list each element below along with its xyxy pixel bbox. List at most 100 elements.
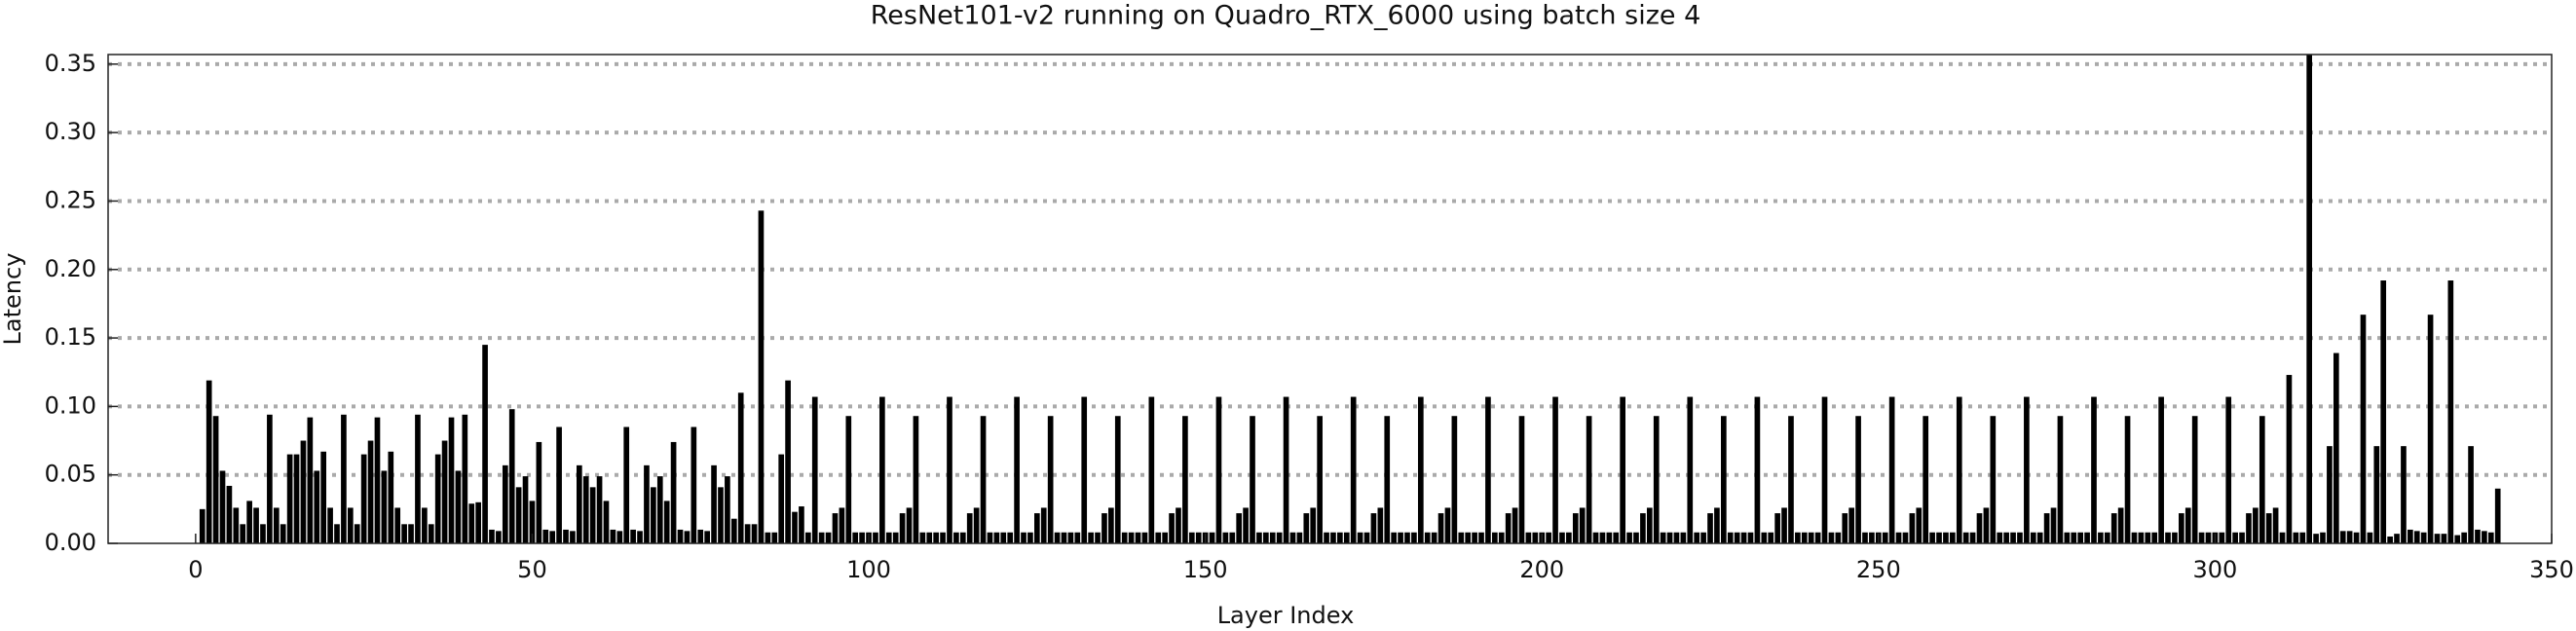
bar [1997,532,2003,543]
bar [515,487,522,543]
bar [489,529,495,543]
bar [1835,532,1842,543]
bar [966,513,973,543]
bar [818,532,825,543]
bar [286,454,293,543]
bar [953,532,959,543]
bar [1343,532,1350,543]
bar [2091,396,2097,543]
bar [980,416,987,543]
bars [199,55,2501,543]
bar [529,501,536,543]
bar [1916,507,1923,543]
bar [1923,416,1929,543]
bar [2057,416,2064,543]
bar [852,532,859,543]
bar [1236,513,1243,543]
bar [2232,532,2238,543]
bar [1929,532,1935,543]
y-tick-label: 0.05 [45,461,96,488]
bar [1121,532,1128,543]
bar [582,476,589,543]
bar [1014,396,1020,543]
bar [1141,532,1148,543]
bar [1169,513,1175,543]
bar [205,380,212,543]
bar [1310,507,1317,543]
bar [2272,507,2279,543]
bar [1768,532,1774,543]
bar [1269,532,1276,543]
y-axis-label: Latency [0,253,26,346]
bar [1795,532,1801,543]
bar [1532,532,1539,543]
bar [2387,536,2393,543]
bar [2333,353,2339,543]
x-tick-label: 150 [1183,556,1228,583]
bar [899,513,906,543]
bar [2036,532,2043,543]
bar [347,507,354,543]
bar [1465,532,1472,543]
bar [2339,531,2346,543]
bar [360,454,367,543]
bar [2373,446,2380,543]
bar [1842,513,1848,543]
bar [1182,416,1188,543]
bar [2293,532,2299,543]
bar [2084,532,2090,543]
y-tick-label: 0.10 [45,391,96,419]
bar [1566,532,1572,543]
bar [1646,507,1653,543]
y-tick-label: 0.15 [45,323,96,351]
bar [758,210,765,543]
bar [1363,532,1370,543]
bar [1074,532,1081,543]
bar [563,529,569,543]
bar [2098,532,2104,543]
bar [1384,416,1391,543]
bar [1620,396,1625,543]
bar [1108,507,1114,543]
bar [1808,532,1814,543]
bar [1148,396,1155,543]
bar [2427,315,2434,543]
bar [1572,513,1579,543]
bar [2265,513,2272,543]
bar [253,507,259,543]
grid [108,61,2552,477]
bar [1909,513,1916,543]
bar [1404,532,1410,543]
bar [1101,513,1107,543]
bar [341,414,347,543]
bar [1525,532,1532,543]
bar [2138,532,2145,543]
bar [2165,532,2171,543]
bar [1195,532,1202,543]
bar [873,532,878,543]
bar [1888,396,1895,543]
bar [2346,531,2353,543]
bar [1337,532,1343,543]
bar [1357,532,1363,543]
bar [1081,396,1088,543]
bar [1962,532,1969,543]
bar [1781,507,1787,543]
bar [2367,532,2373,543]
bar [502,464,508,543]
bar [441,440,448,543]
bar [1848,507,1855,543]
bar [1950,532,1956,543]
bar [1417,396,1424,543]
bar [508,409,515,543]
bar [1458,532,1465,543]
y-tick-label: 0.25 [45,186,96,213]
bar [2010,532,2016,543]
bar [1640,513,1646,543]
bar [765,532,771,543]
bar [663,501,670,543]
bar [1215,396,1222,543]
bar [778,454,785,543]
bar [1714,507,1720,543]
bar [1990,416,1997,543]
